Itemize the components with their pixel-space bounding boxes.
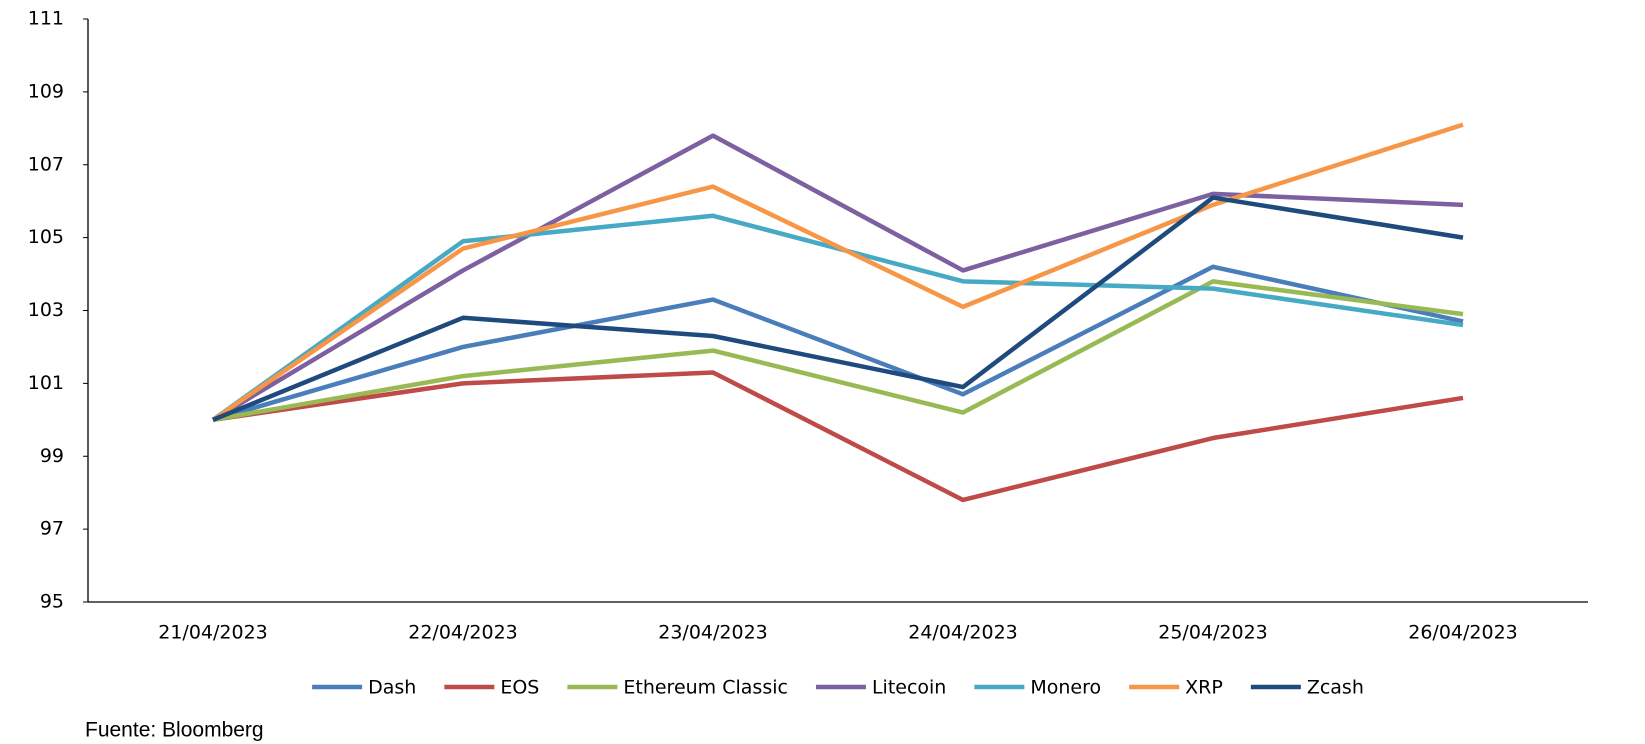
x-tick-label: 22/04/2023: [408, 622, 518, 644]
y-tick-label: 101: [28, 372, 64, 394]
x-tick-label: 25/04/2023: [1158, 622, 1268, 644]
legend-label: EOS: [500, 677, 539, 699]
legend-label: Dash: [368, 677, 416, 699]
y-tick-label: 95: [40, 591, 64, 613]
x-tick-label: 21/04/2023: [158, 622, 268, 644]
y-tick-label: 97: [40, 518, 64, 540]
series-line: [212, 279, 1464, 423]
x-tick-label: 24/04/2023: [908, 622, 1018, 644]
y-tick-label: 109: [28, 80, 64, 102]
source-note: Fuente: Bloomberg: [85, 719, 264, 742]
series-line: [212, 264, 1464, 422]
y-tick-label: 99: [40, 445, 64, 467]
y-tick-label: 111: [28, 8, 64, 30]
x-tick-label: 23/04/2023: [658, 622, 768, 644]
legend-label: Ethereum Classic: [623, 677, 788, 699]
x-tick-label: 26/04/2023: [1408, 622, 1518, 644]
y-tick-label: 105: [28, 226, 64, 248]
legend-label: XRP: [1185, 677, 1223, 699]
series-line: [211, 133, 1464, 422]
y-tick-label: 103: [28, 299, 64, 321]
legend-label: Litecoin: [872, 677, 946, 699]
series-line: [212, 195, 1464, 422]
legend-label: Monero: [1030, 677, 1101, 699]
series-line: [212, 370, 1464, 503]
legend-label: Zcash: [1307, 677, 1364, 699]
y-tick-label: 107: [28, 153, 64, 175]
series-line: [211, 122, 1464, 422]
